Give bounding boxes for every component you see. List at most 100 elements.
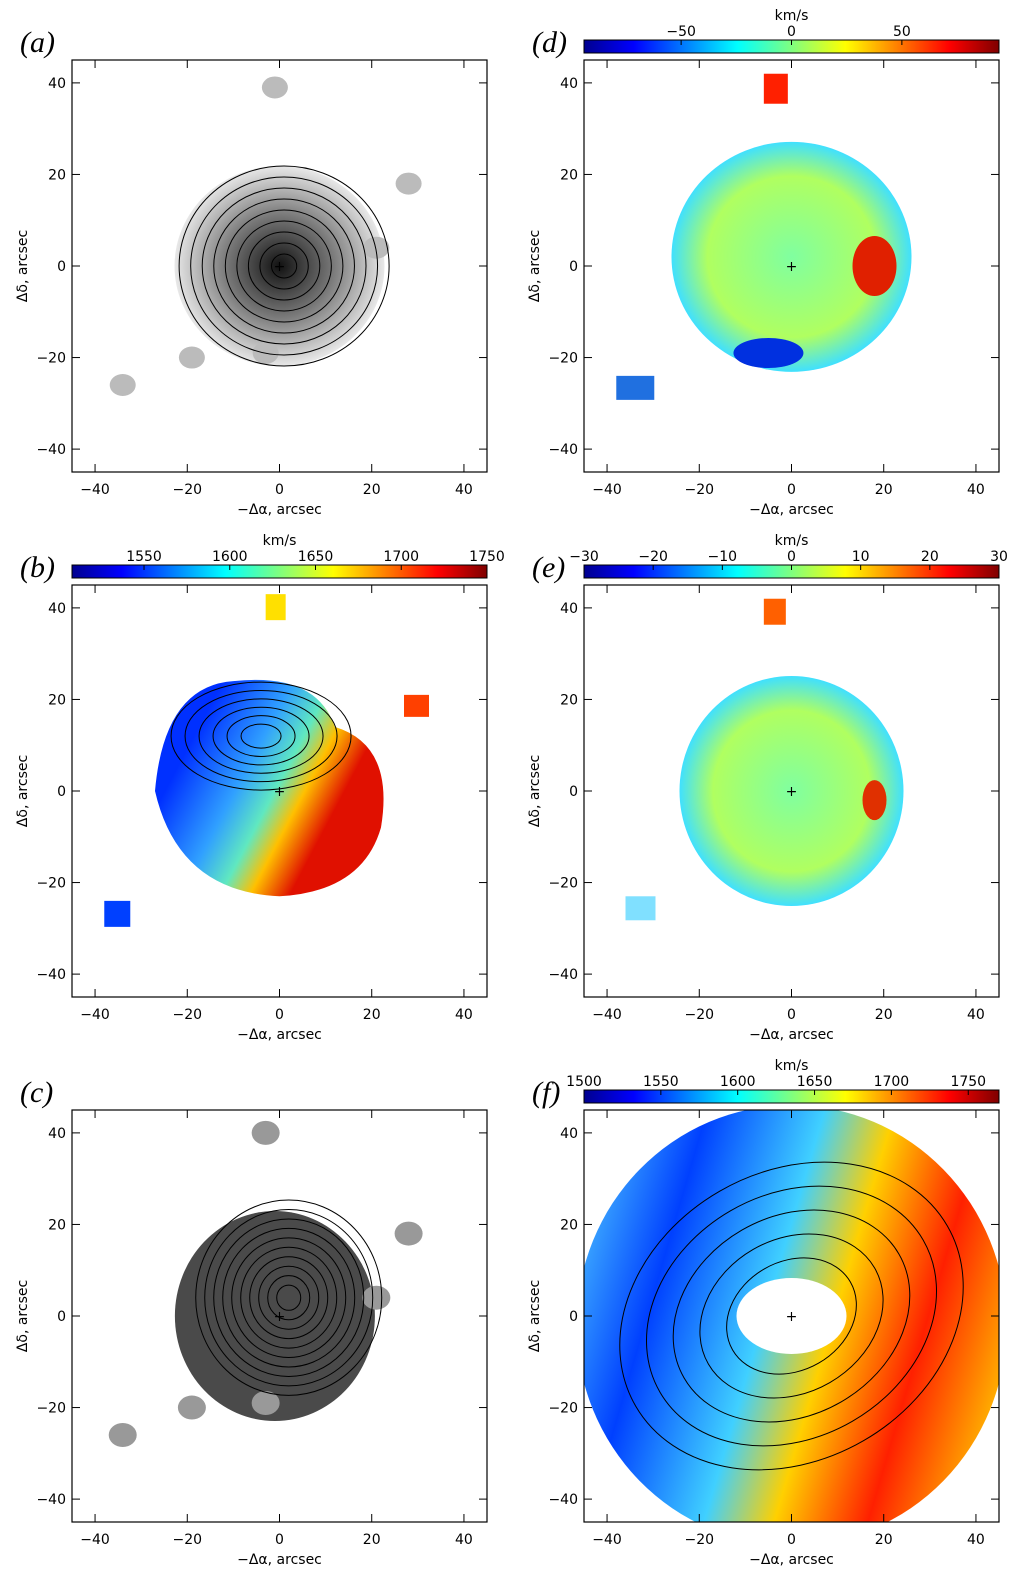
y-axis-label: Δδ, arcsec (15, 1280, 31, 1352)
contour (267, 1275, 311, 1321)
x-tick-label: 0 (787, 1532, 796, 1548)
y-tick-label: 20 (560, 167, 578, 183)
colorbar-tick-label: 0 (787, 24, 796, 40)
contour (212, 706, 310, 766)
contour (249, 1256, 329, 1340)
x-tick-label: −20 (685, 1532, 715, 1548)
center-mark: + (274, 259, 286, 275)
contour (190, 176, 379, 356)
y-axis-label: Δδ, arcsec (15, 230, 31, 302)
map-blob (763, 73, 788, 104)
y-tick-label: −20 (548, 351, 578, 367)
x-tick-label: −20 (685, 1007, 715, 1023)
y-tick-label: −20 (36, 1401, 66, 1417)
colorbar (583, 1089, 1000, 1104)
y-tick-label: −20 (36, 876, 66, 892)
y-tick-label: −40 (548, 967, 578, 983)
colorbar-label: km/s (775, 533, 809, 549)
center-mark: + (786, 784, 798, 800)
x-tick-label: −40 (592, 482, 622, 498)
x-tick-label: 0 (787, 482, 796, 498)
x-axis-label: −Δα, arcsec (749, 1552, 834, 1568)
contour (201, 187, 367, 345)
contour (184, 689, 338, 783)
x-axis-label: −Δα, arcsec (237, 1552, 322, 1568)
contour (646, 1185, 937, 1447)
y-tick-label: −40 (36, 1492, 66, 1508)
x-tick-label: −40 (80, 1532, 110, 1548)
x-tick-label: 0 (275, 1007, 284, 1023)
y-tick-label: 40 (48, 1126, 66, 1142)
x-tick-label: −40 (592, 1007, 622, 1023)
y-tick-label: 20 (48, 1217, 66, 1233)
y-tick-label: 40 (560, 1126, 578, 1142)
map-blob (178, 346, 205, 369)
y-tick-label: −40 (548, 442, 578, 458)
center-mark: + (786, 259, 798, 275)
colorbar-tick-label: 1550 (643, 1074, 679, 1090)
y-tick-label: −20 (548, 1401, 578, 1417)
y-tick-label: 40 (560, 76, 578, 92)
contour (619, 1161, 964, 1471)
contour (258, 1265, 320, 1330)
colorbar-tick-label: 1600 (212, 549, 248, 565)
y-tick-label: 20 (560, 1217, 578, 1233)
colorbar-tick-label: 1750 (950, 1074, 986, 1090)
map-blob (261, 76, 288, 99)
x-tick-label: 20 (875, 482, 893, 498)
panel-label: (c) (20, 1076, 53, 1109)
contour (222, 1227, 356, 1368)
colorbar-tick-label: 0 (787, 549, 796, 565)
y-axis-label: Δδ, arcsec (527, 755, 543, 827)
contour (247, 231, 321, 301)
panel-label: (d) (532, 26, 567, 59)
map-blob (671, 141, 912, 372)
contour (231, 1237, 347, 1359)
map-blob (362, 1285, 391, 1310)
x-tick-label: 40 (967, 482, 985, 498)
colorbar-tick-label: 1550 (126, 549, 162, 565)
y-tick-label: 0 (57, 784, 66, 800)
colorbar-tick-label: 1650 (298, 549, 334, 565)
y-tick-label: 0 (57, 259, 66, 275)
map-blob (763, 598, 786, 625)
y-tick-label: −40 (36, 442, 66, 458)
colorbar-tick-label: 1500 (566, 1074, 602, 1090)
center-mark: + (274, 1309, 286, 1325)
contour (178, 165, 390, 367)
colorbar-tick-label: −30 (569, 549, 599, 565)
contour (236, 220, 332, 312)
x-axis-label: −Δα, arcsec (749, 502, 834, 518)
contour (276, 1284, 302, 1311)
map (104, 594, 429, 927)
y-tick-label: −40 (548, 1492, 578, 1508)
colorbar-label: km/s (263, 533, 297, 549)
map-blob (104, 900, 131, 927)
contour (195, 1199, 383, 1396)
map-blob (108, 1423, 137, 1448)
x-tick-label: −20 (173, 1532, 203, 1548)
contour (213, 198, 355, 334)
x-tick-label: 40 (455, 1007, 473, 1023)
contour (213, 1218, 365, 1377)
map-blob (363, 236, 390, 259)
colorbar-tick-label: 1650 (797, 1074, 833, 1090)
colorbar-label: km/s (775, 8, 809, 24)
map-blob (733, 337, 804, 368)
y-axis-label: Δδ, arcsec (527, 1280, 543, 1352)
map (625, 598, 904, 921)
colorbar-tick-label: 1750 (469, 549, 505, 565)
map (584, 1110, 999, 1522)
x-axis-label: −Δα, arcsec (237, 502, 322, 518)
panel-label: (f) (532, 1076, 560, 1109)
contour (198, 698, 324, 774)
colorbar-tick-label: 10 (852, 549, 870, 565)
colorbar-tick-label: −50 (666, 24, 696, 40)
y-tick-label: 20 (560, 692, 578, 708)
map-blob (109, 374, 136, 397)
x-tick-label: 40 (967, 1532, 985, 1548)
panel-label: (a) (20, 26, 55, 59)
contour (271, 253, 298, 279)
map (109, 76, 422, 397)
x-tick-label: 40 (455, 482, 473, 498)
